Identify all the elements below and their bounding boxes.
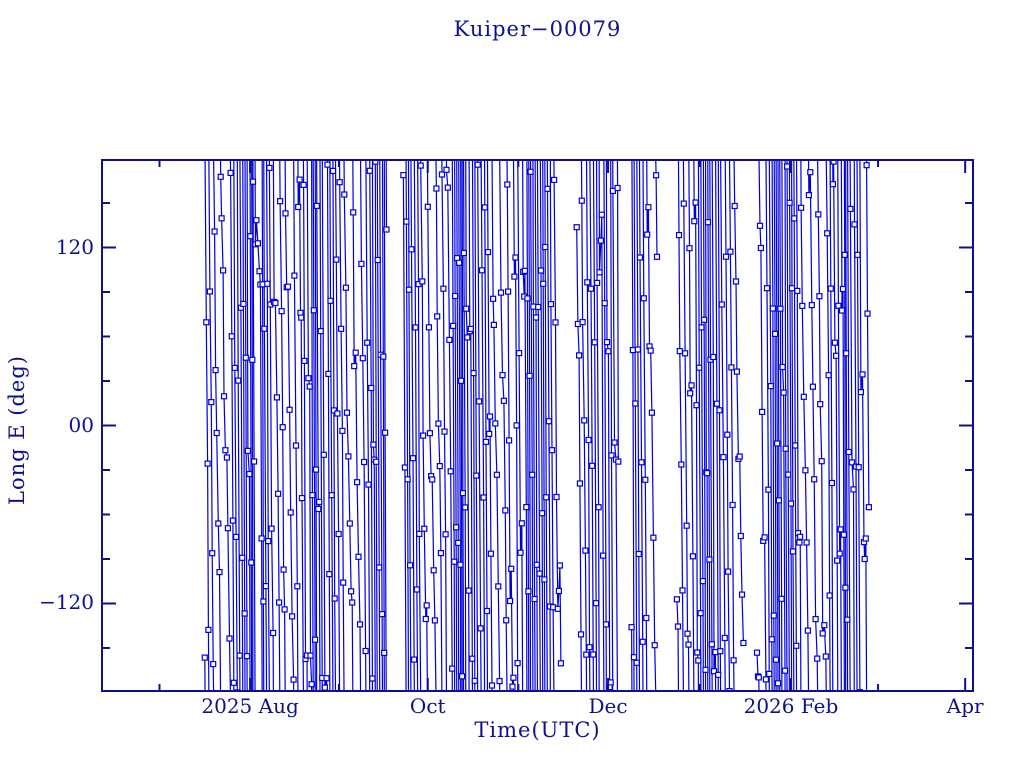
x-tick-label: 2025 Aug bbox=[201, 694, 299, 718]
y-tick-label: −120 bbox=[39, 590, 94, 615]
x-axis-label: Time(UTC) bbox=[474, 718, 601, 742]
y-tick-label: 120 bbox=[55, 234, 94, 259]
x-tick-label: Oct bbox=[409, 694, 446, 718]
x-tick-label: 2026 Feb bbox=[743, 694, 839, 718]
x-tick-label: Apr bbox=[946, 694, 984, 718]
x-tick-label: Dec bbox=[588, 694, 628, 718]
chart-title: Kuiper−00079 bbox=[453, 17, 622, 41]
y-tick-label: 00 bbox=[68, 412, 94, 437]
